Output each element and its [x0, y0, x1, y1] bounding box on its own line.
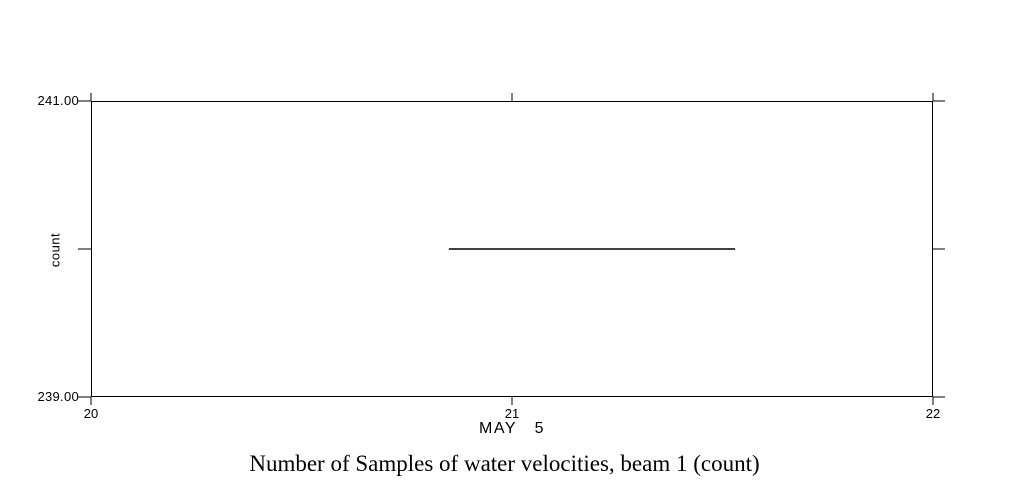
plot-area [91, 101, 933, 397]
x-tick-label: 20 [83, 406, 99, 421]
y-tick-label: 241.00 [37, 93, 79, 108]
y-tick-label: 239.00 [37, 389, 79, 404]
x-tick-label: 21 [504, 406, 520, 421]
y-axis-label: count [47, 232, 63, 268]
x-axis-date-label: MAY 5 [479, 420, 545, 437]
x-tick-label: 22 [925, 406, 941, 421]
chart-title: Number of Samples of water velocities, b… [249, 451, 760, 476]
